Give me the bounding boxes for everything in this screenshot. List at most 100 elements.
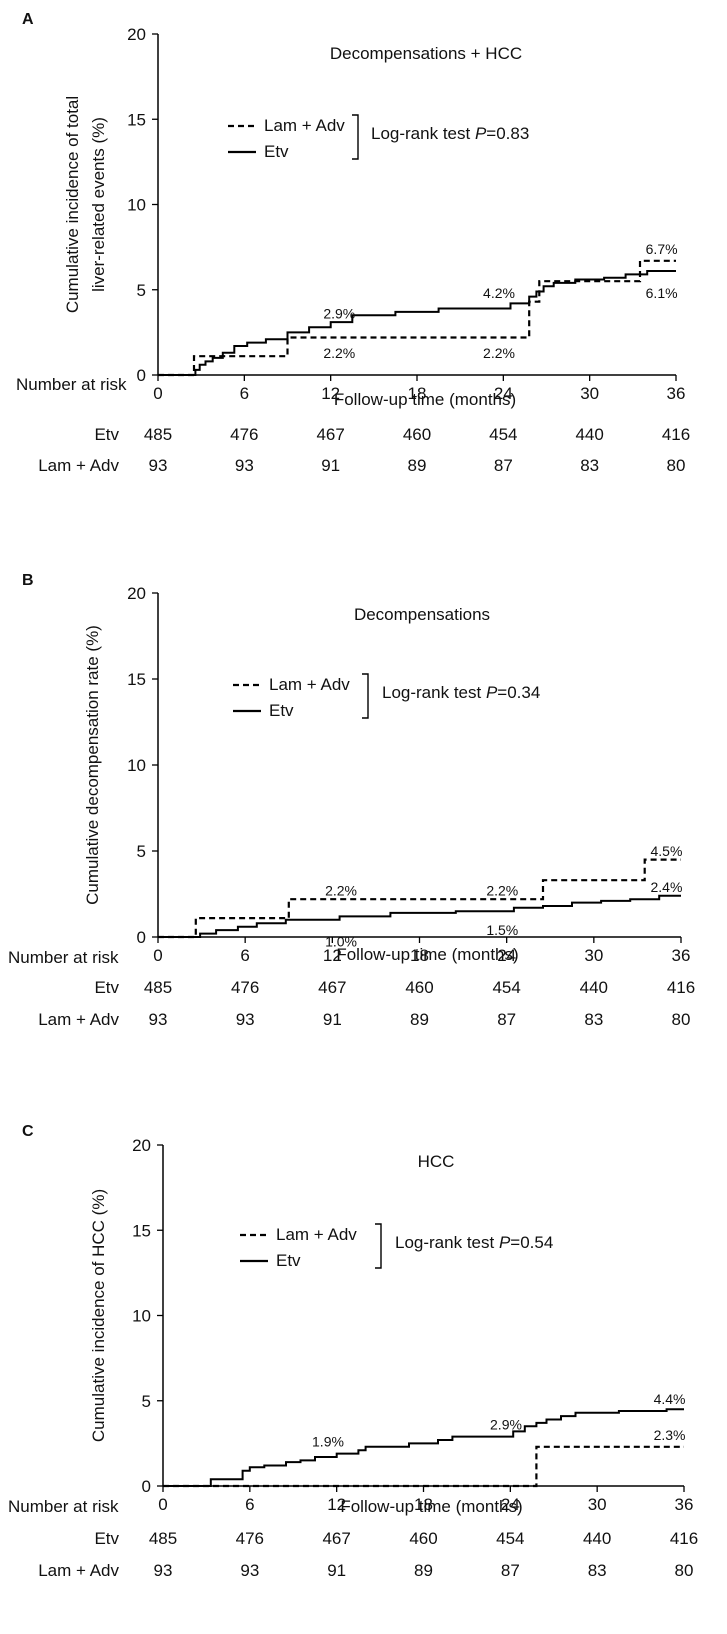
risk-value: 454: [492, 978, 520, 997]
data-label: 6.1%: [646, 285, 678, 301]
y-tick-label: 10: [132, 1307, 151, 1326]
x-axis-label: Follow-up time (months): [336, 945, 518, 964]
risk-value: 93: [236, 1010, 255, 1029]
y-tick-label: 15: [127, 110, 146, 129]
data-label: 6.7%: [646, 241, 678, 257]
x-tick-label: 0: [158, 1495, 167, 1514]
y-tick-label: 15: [132, 1221, 151, 1240]
risk-value: 467: [318, 978, 346, 997]
y-axis-label: Cumulative incidence of HCC (%): [89, 1189, 108, 1442]
risk-value: 416: [670, 1529, 698, 1548]
chart-panel-c: C 0 5 10 15 20 0 6 12 18 24 30 36 Cumulative incidenc…: [8, 1123, 698, 1580]
risk-row-label: Etv: [94, 1529, 119, 1548]
y-tick-label: 0: [142, 1477, 151, 1496]
risk-value: 460: [409, 1529, 437, 1548]
risk-value: 80: [672, 1010, 691, 1029]
risk-value: 80: [675, 1561, 694, 1580]
x-tick-label: 12: [323, 946, 342, 965]
risk-row-label: Lam + Adv: [38, 1010, 119, 1029]
logrank-test-text: Log-rank test P=0.34: [382, 683, 540, 702]
risk-row-label: Etv: [94, 425, 119, 444]
x-tick-label: 30: [584, 946, 603, 965]
risk-value: 83: [588, 1561, 607, 1580]
risk-value: 93: [149, 456, 168, 475]
x-tick-label: 6: [245, 1495, 254, 1514]
x-tick-label: 18: [410, 946, 429, 965]
chart-title: HCC: [418, 1152, 455, 1171]
y-tick-label: 5: [137, 281, 146, 300]
risk-value: 440: [583, 1529, 611, 1548]
legend-bracket: [362, 673, 369, 719]
risk-value: 93: [149, 1010, 168, 1029]
risk-value: 80: [667, 456, 686, 475]
x-tick-label: 24: [494, 384, 513, 403]
legend-bracket: [375, 1223, 382, 1269]
chart-title: Decompensations + HCC: [330, 44, 522, 63]
risk-value: 91: [327, 1561, 346, 1580]
x-tick-label: 12: [327, 1495, 346, 1514]
risk-value: 93: [154, 1561, 173, 1580]
y-tick-label: 20: [132, 1136, 151, 1155]
x-tick-label: 24: [501, 1495, 520, 1514]
y-tick-label: 0: [137, 928, 146, 947]
x-tick-label: 18: [414, 1495, 433, 1514]
risk-value: 454: [489, 425, 517, 444]
y-tick-label: 0: [137, 366, 146, 385]
series-line-etv: [163, 1408, 684, 1487]
logrank-test-text: Log-rank test P=0.83: [371, 124, 529, 143]
legend: Lam + Adv Etv: [233, 673, 369, 720]
y-tick-label: 5: [137, 842, 146, 861]
risk-table-title: Number at risk: [8, 948, 119, 967]
data-label: 2.2%: [486, 883, 518, 899]
legend-bracket: [352, 114, 359, 160]
risk-value: 83: [580, 456, 599, 475]
x-tick-label: 6: [240, 384, 249, 403]
risk-value: 87: [497, 1010, 516, 1029]
legend: Lam + Adv Etv: [228, 114, 359, 161]
y-tick-label: 5: [142, 1392, 151, 1411]
data-label: 1.5%: [486, 922, 518, 938]
risk-value: 89: [410, 1010, 429, 1029]
risk-value: 467: [316, 425, 344, 444]
x-tick-label: 12: [321, 384, 340, 403]
series-line-lam-adv: [158, 858, 681, 939]
risk-value: 476: [230, 425, 258, 444]
data-label: 1.0%: [325, 933, 357, 949]
risk-value: 485: [144, 978, 172, 997]
data-label: 2.2%: [323, 345, 355, 361]
data-label: 4.2%: [483, 285, 515, 301]
panel-label: A: [22, 11, 34, 28]
x-tick-label: 36: [667, 384, 686, 403]
data-label: 2.2%: [483, 345, 515, 361]
data-label: 2.2%: [325, 883, 357, 899]
data-label: 4.4%: [654, 1391, 686, 1407]
risk-table-title: Number at risk: [16, 375, 127, 394]
legend: Lam + Adv Etv: [240, 1223, 382, 1270]
risk-value: 91: [323, 1010, 342, 1029]
logrank-test-text: Log-rank test P=0.54: [395, 1233, 553, 1252]
risk-row-label: Lam + Adv: [38, 456, 119, 475]
risk-value: 89: [414, 1561, 433, 1580]
risk-value: 416: [667, 978, 695, 997]
risk-value: 467: [322, 1529, 350, 1548]
risk-value: 476: [236, 1529, 264, 1548]
y-tick-label: 15: [127, 670, 146, 689]
chart-title: Decompensations: [354, 605, 490, 624]
series-line-lam-adv: [163, 1445, 684, 1488]
risk-value: 440: [575, 425, 603, 444]
x-tick-label: 18: [408, 384, 427, 403]
series-line-lam-adv: [158, 259, 676, 377]
x-axis-label: Follow-up time (months): [334, 390, 516, 409]
x-tick-label: 30: [580, 384, 599, 403]
risk-value: 460: [403, 425, 431, 444]
legend-entry: Lam + Adv: [276, 1225, 357, 1244]
chart-panel-a: A 0 5 10 15 20 0 6 12 18 24 30 36 Cumulative incidenc…: [16, 11, 690, 475]
data-label: 2.9%: [323, 306, 355, 322]
data-label: 2.9%: [490, 1417, 522, 1433]
risk-value: 89: [408, 456, 427, 475]
risk-value: 83: [584, 1010, 603, 1029]
risk-row-label: Etv: [94, 978, 119, 997]
x-tick-label: 36: [672, 946, 691, 965]
x-axis-label: Follow-up time (months): [340, 1497, 522, 1516]
